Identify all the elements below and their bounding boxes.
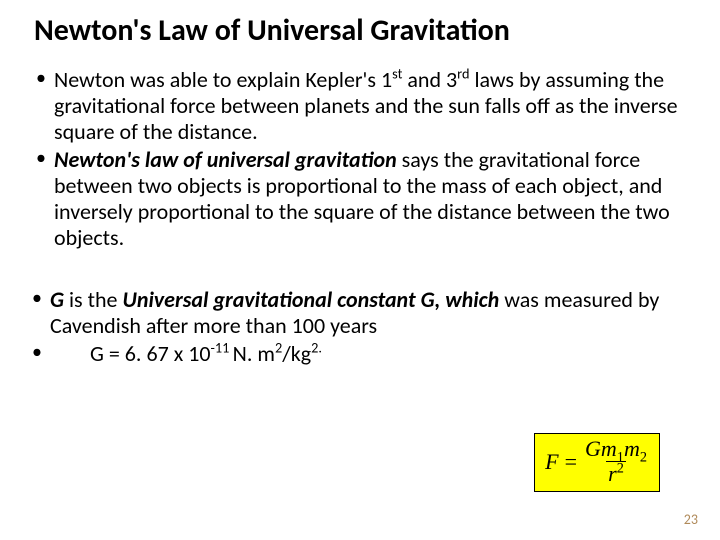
formula-lhs: F [545,449,558,475]
slide-container: Newton's Law of Universal Gravitation Ne… [0,0,720,540]
page-number: 23 [684,511,698,528]
emphasis-text: Universal gravitational constant G, whic… [122,286,499,313]
subscript: 2 [640,449,647,465]
text: and 3 [402,66,457,93]
bullet-2: Newton's law of universal gravitation sa… [32,147,692,251]
bullet-3: G is the Universal gravitational constan… [32,287,692,339]
superscript: rd [457,65,469,83]
var-m: m [624,436,640,461]
bullet-group-2-wrapper: G is the Universal gravitational constan… [28,287,692,367]
text: G = 6. 67 x 10 [90,340,211,367]
text: is the [64,286,122,313]
emphasis-text: G [50,286,64,313]
text: Newton was able to explain Kepler's 1 [54,66,392,93]
bullet-group-2: G is the Universal gravitational constan… [28,287,692,367]
superscript: 2. [311,338,322,356]
formula-box: F = Gm1m2 r2 [534,433,660,492]
denominator: r2 [606,461,626,485]
var-m: m [601,436,617,461]
fraction: Gm1m2 r2 [583,438,649,485]
superscript: st [392,65,402,83]
equals-sign: = [565,449,577,475]
superscript: -11 [211,338,233,356]
gravitation-formula: F = Gm1m2 r2 [545,438,649,485]
emphasis-text: Newton's law of universal gravitation [54,146,397,173]
text: N. m [233,340,275,367]
numerator: Gm1m2 [583,438,649,461]
superscript: 2 [617,461,624,477]
bullet-4: G = 6. 67 x 10-11 N. m2/kg2. [32,341,692,367]
bullet-1: Newton was able to explain Kepler's 1st … [32,67,692,145]
var-G: G [585,436,601,461]
var-r: r [608,461,617,486]
bullet-group-1: Newton was able to explain Kepler's 1st … [28,67,692,251]
text: /kg [282,340,311,367]
slide-title: Newton's Law of Universal Gravitation [28,12,692,49]
